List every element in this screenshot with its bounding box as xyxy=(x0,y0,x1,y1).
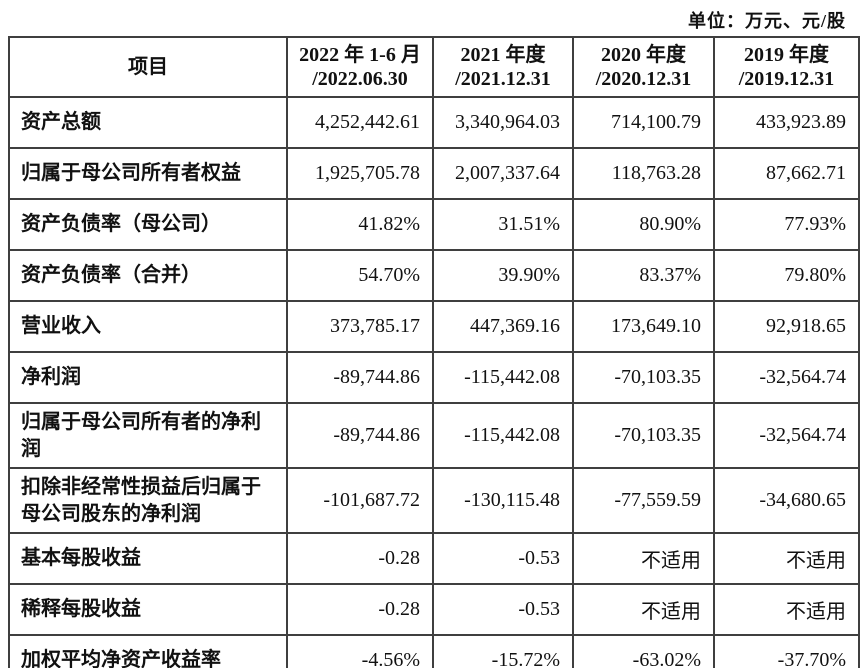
value-cell: 不适用 xyxy=(713,583,860,636)
value-cell: 3,340,964.03 xyxy=(432,96,574,149)
row-label: 资产负债率（母公司） xyxy=(8,198,288,251)
value-cell: -0.53 xyxy=(432,532,574,585)
value-cell: -89,744.86 xyxy=(286,351,434,404)
value-cell: -70,103.35 xyxy=(572,351,715,404)
row-label: 加权平均净资产收益率 xyxy=(8,634,288,668)
table-row: 净利润 -89,744.86 -115,442.08 -70,103.35 -32,56… xyxy=(8,351,860,404)
header-cell-period: 2022 年 1-6 月/2022.06.30 xyxy=(286,36,434,98)
value-cell: 714,100.79 xyxy=(572,96,715,149)
value-cell: 87,662.71 xyxy=(713,147,860,200)
value-cell: 4,252,442.61 xyxy=(286,96,434,149)
value-cell: -77,559.59 xyxy=(572,467,715,534)
value-cell: 447,369.16 xyxy=(432,300,574,353)
value-cell: 79.80% xyxy=(713,249,860,302)
value-cell: 433,923.89 xyxy=(713,96,860,149)
header-cell-item: 项目 xyxy=(8,36,288,98)
header-cell-period: 2021 年度/2021.12.31 xyxy=(432,36,574,98)
table-row: 资产负债率（合并） 54.70% 39.90% 83.37% 79.80% xyxy=(8,249,860,302)
table-body: 资产总额 4,252,442.61 3,340,964.03 714,100.79 43… xyxy=(8,96,860,668)
value-cell: -0.28 xyxy=(286,532,434,585)
financial-summary-table: 项目 2022 年 1-6 月/2022.06.30 2021 年度/2021.12… xyxy=(8,36,860,668)
table-row: 稀释每股收益 -0.28 -0.53 不适用 不适用 xyxy=(8,583,860,636)
value-cell: 118,763.28 xyxy=(572,147,715,200)
row-label: 扣除非经常性损益后归属于母公司股东的净利润 xyxy=(8,467,288,534)
value-cell: -37.70% xyxy=(713,634,860,668)
value-cell: -63.02% xyxy=(572,634,715,668)
value-cell: -32,564.74 xyxy=(713,402,860,469)
table-header-row: 项目 2022 年 1-6 月/2022.06.30 2021 年度/2021.12… xyxy=(8,36,860,98)
value-cell: 373,785.17 xyxy=(286,300,434,353)
value-cell: 不适用 xyxy=(572,532,715,585)
row-label: 资产负债率（合并） xyxy=(8,249,288,302)
value-cell: 92,918.65 xyxy=(713,300,860,353)
row-label: 基本每股收益 xyxy=(8,532,288,585)
table-row: 归属于母公司所有者的净利润 -89,744.86 -115,442.08 -70,10… xyxy=(8,402,860,469)
table-row: 归属于母公司所有者权益 1,925,705.78 2,007,337.64 118,7… xyxy=(8,147,860,200)
value-cell: 83.37% xyxy=(572,249,715,302)
value-cell: -15.72% xyxy=(432,634,574,668)
value-cell: -101,687.72 xyxy=(286,467,434,534)
value-cell: -4.56% xyxy=(286,634,434,668)
header-cell-period: 2020 年度/2020.12.31 xyxy=(572,36,715,98)
row-label: 资产总额 xyxy=(8,96,288,149)
row-label: 营业收入 xyxy=(8,300,288,353)
value-cell: 不适用 xyxy=(572,583,715,636)
value-cell: -130,115.48 xyxy=(432,467,574,534)
value-cell: 80.90% xyxy=(572,198,715,251)
value-cell: 173,649.10 xyxy=(572,300,715,353)
header-row: 项目 2022 年 1-6 月/2022.06.30 2021 年度/2021.12… xyxy=(8,36,860,98)
row-label: 归属于母公司所有者权益 xyxy=(8,147,288,200)
table-row: 资产总额 4,252,442.61 3,340,964.03 714,100.79 43… xyxy=(8,96,860,149)
value-cell: -34,680.65 xyxy=(713,467,860,534)
value-cell: 41.82% xyxy=(286,198,434,251)
value-cell: -89,744.86 xyxy=(286,402,434,469)
table-row: 基本每股收益 -0.28 -0.53 不适用 不适用 xyxy=(8,532,860,585)
header-cell-period: 2019 年度/2019.12.31 xyxy=(713,36,860,98)
value-cell: -115,442.08 xyxy=(432,351,574,404)
value-cell: 54.70% xyxy=(286,249,434,302)
unit-label: 单位：万元、元/股 xyxy=(687,11,846,31)
table-row: 加权平均净资产收益率 -4.56% -15.72% -63.02% -37.70% xyxy=(8,634,860,668)
table-row: 资产负债率（母公司） 41.82% 31.51% 80.90% 77.93% xyxy=(8,198,860,251)
value-cell: -0.28 xyxy=(286,583,434,636)
table-row: 扣除非经常性损益后归属于母公司股东的净利润 -101,687.72 -130,115… xyxy=(8,467,860,534)
row-label: 净利润 xyxy=(8,351,288,404)
row-label: 稀释每股收益 xyxy=(8,583,288,636)
row-label: 归属于母公司所有者的净利润 xyxy=(8,402,288,469)
value-cell: 39.90% xyxy=(432,249,574,302)
value-cell: 1,925,705.78 xyxy=(286,147,434,200)
value-cell: 31.51% xyxy=(432,198,574,251)
value-cell: -32,564.74 xyxy=(713,351,860,404)
table-row: 营业收入 373,785.17 447,369.16 173,649.10 92,918… xyxy=(8,300,860,353)
value-cell: 2,007,337.64 xyxy=(432,147,574,200)
value-cell: -115,442.08 xyxy=(432,402,574,469)
value-cell: -0.53 xyxy=(432,583,574,636)
value-cell: -70,103.35 xyxy=(572,402,715,469)
value-cell: 不适用 xyxy=(713,532,860,585)
value-cell: 77.93% xyxy=(713,198,860,251)
